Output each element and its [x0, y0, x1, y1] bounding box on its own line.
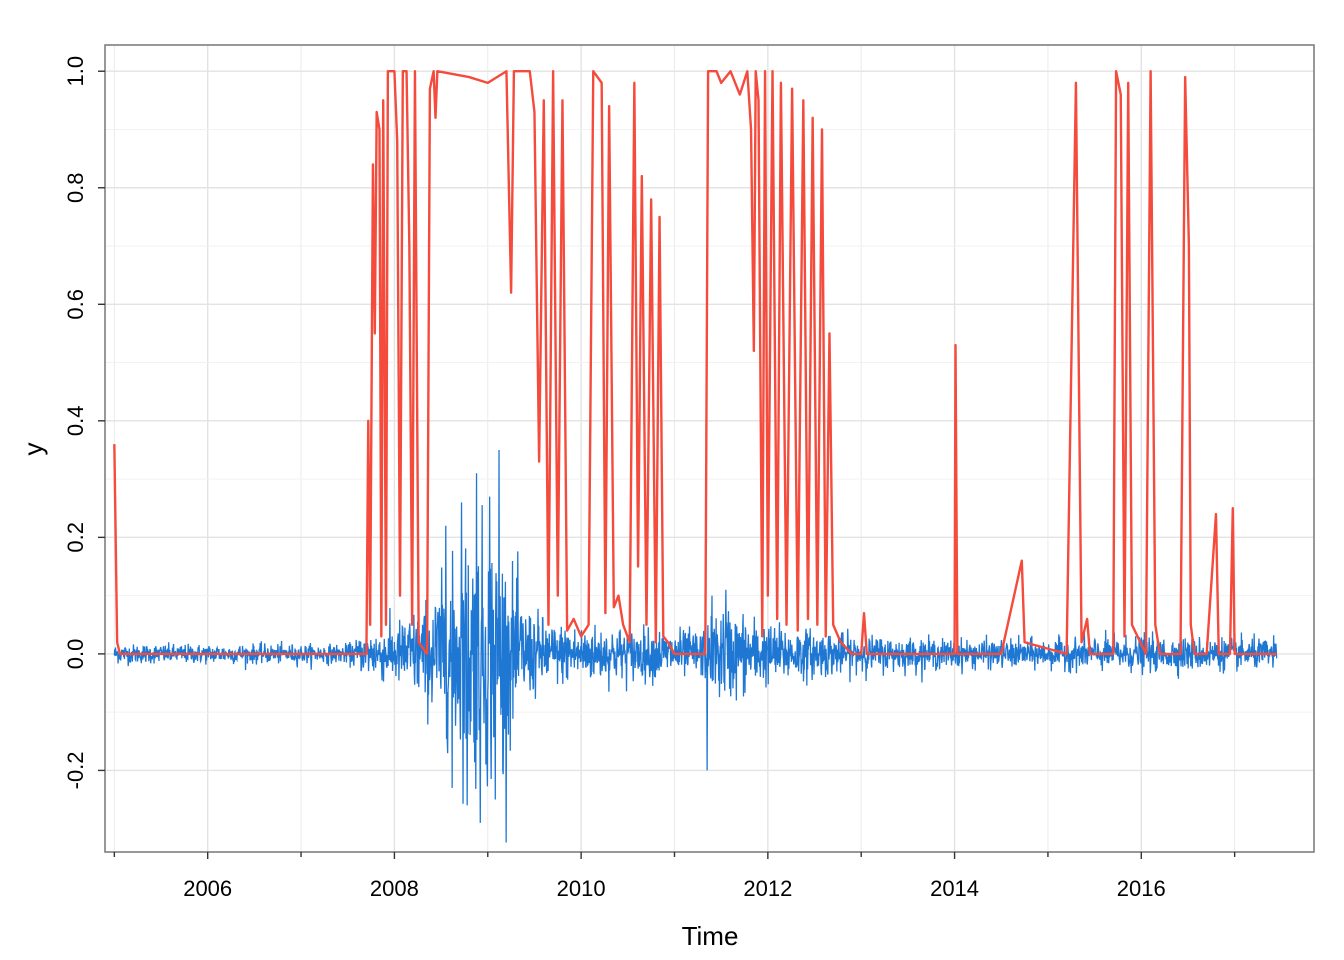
grid	[105, 45, 1314, 852]
axis-ticks: 2006 2008 2010 2012 2014 2016 -0.2 0.0 0.2 0.4 0.6…	[63, 56, 1236, 901]
y-tick-label: 0.4	[63, 406, 88, 437]
y-axis-title: y	[18, 443, 48, 456]
x-tick-label: 2012	[743, 876, 792, 901]
y-tick-label: 0.2	[63, 522, 88, 553]
x-tick-label: 2016	[1117, 876, 1166, 901]
x-tick-label: 2010	[557, 876, 606, 901]
y-tick-label: 0.0	[63, 639, 88, 670]
x-tick-label: 2006	[183, 876, 232, 901]
y-tick-label: 0.6	[63, 289, 88, 320]
series-line-red	[113, 70, 1277, 656]
y-tick-label: 1.0	[63, 56, 88, 87]
x-tick-label: 2008	[370, 876, 419, 901]
x-tick-label: 2014	[930, 876, 979, 901]
series-group	[113, 70, 1278, 843]
panel-border	[104, 44, 1315, 853]
x-axis-title: Time	[682, 921, 739, 951]
plot-area	[113, 70, 1278, 843]
series-line-blue	[113, 449, 1278, 843]
y-tick-label: -0.2	[63, 751, 88, 789]
y-tick-label: 0.8	[63, 172, 88, 203]
